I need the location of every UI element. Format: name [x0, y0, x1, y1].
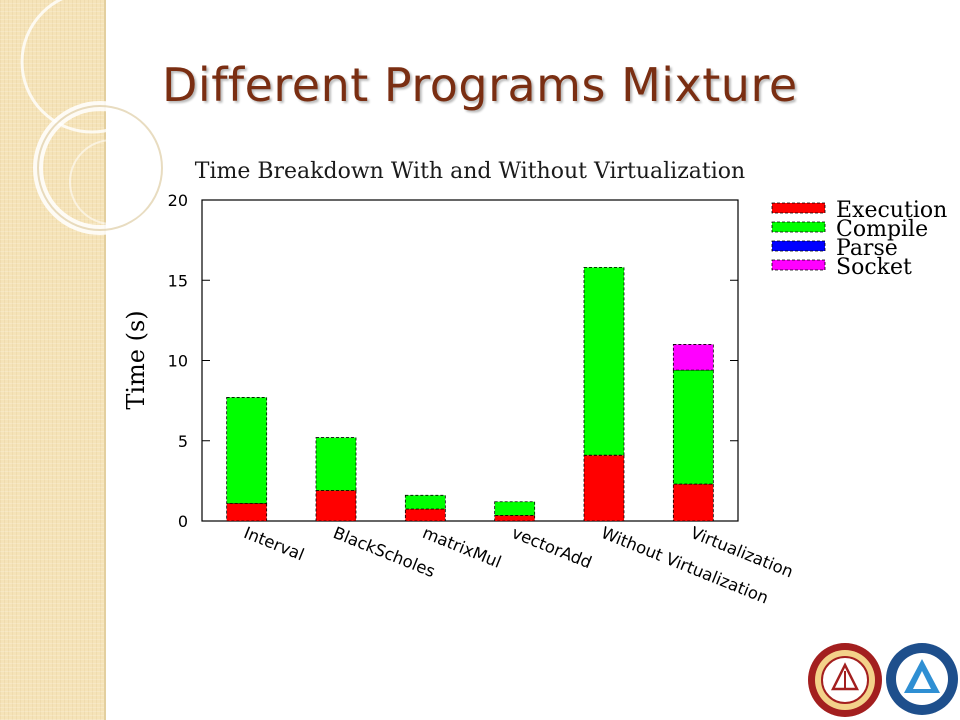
bar-segment-compile [226, 397, 268, 504]
legend-swatch-execution [771, 202, 826, 214]
decorative-rings [20, 0, 167, 235]
legend-label-socket: Socket [836, 255, 912, 280]
institute-emblem-logo [886, 643, 958, 715]
legend-label-compile: Compile [836, 217, 928, 242]
bar-segment-compile [315, 437, 357, 491]
x-category-label: BlackScholes [331, 523, 438, 581]
bar-segment-execution [494, 514, 536, 522]
bar-segment-compile [583, 267, 625, 456]
y-tick-label: 5 [178, 432, 188, 451]
y-axis-label: Time (s) [122, 310, 150, 409]
legend-swatch-compile [771, 221, 826, 233]
x-category-label: Without Virtualization [599, 523, 772, 608]
bar-segment-compile [404, 494, 446, 510]
bar-segment-execution [583, 454, 625, 522]
chart-title: Time Breakdown With and Without Virtuali… [195, 159, 745, 184]
emblem-inner-triangle [913, 671, 931, 689]
legend-swatch-socket [771, 259, 826, 271]
slide-title: Different Programs Mixture [162, 58, 798, 112]
y-tick-label: 10 [168, 352, 188, 371]
decorative-ring-small [69, 139, 155, 225]
bar-segment-socket [672, 344, 714, 371]
legend-swatch-parse [771, 240, 826, 252]
bar-segment-execution [672, 483, 714, 522]
side-band-edge [104, 0, 106, 720]
legend-label-execution: Execution [836, 198, 947, 223]
legend-label-parse: Parse [836, 236, 898, 261]
plot-frame [201, 199, 739, 522]
bar-segment-execution [404, 508, 446, 522]
x-category-label: Interval [241, 523, 307, 564]
bar-layer [226, 267, 714, 522]
y-axis: 0 5 10 15 20 [168, 191, 738, 531]
university-seal-logo [808, 643, 882, 717]
x-category-label: vectorAdd [509, 523, 594, 572]
bar-segment-execution [226, 502, 268, 522]
y-tick-label: 0 [178, 512, 188, 531]
bar-segment-compile [494, 501, 536, 516]
bar-segment-compile [672, 369, 714, 485]
bar-segment-execution [315, 490, 357, 522]
decorative-ring-top [20, 0, 164, 134]
y-tick-label: 15 [168, 271, 188, 290]
y-tick-label: 20 [168, 191, 188, 210]
decorative-ring-middle-inner [37, 105, 163, 231]
